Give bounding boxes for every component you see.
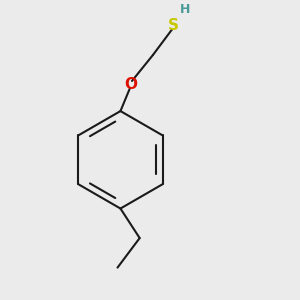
Text: S: S xyxy=(168,18,179,33)
Text: O: O xyxy=(124,77,137,92)
Text: H: H xyxy=(180,3,190,16)
